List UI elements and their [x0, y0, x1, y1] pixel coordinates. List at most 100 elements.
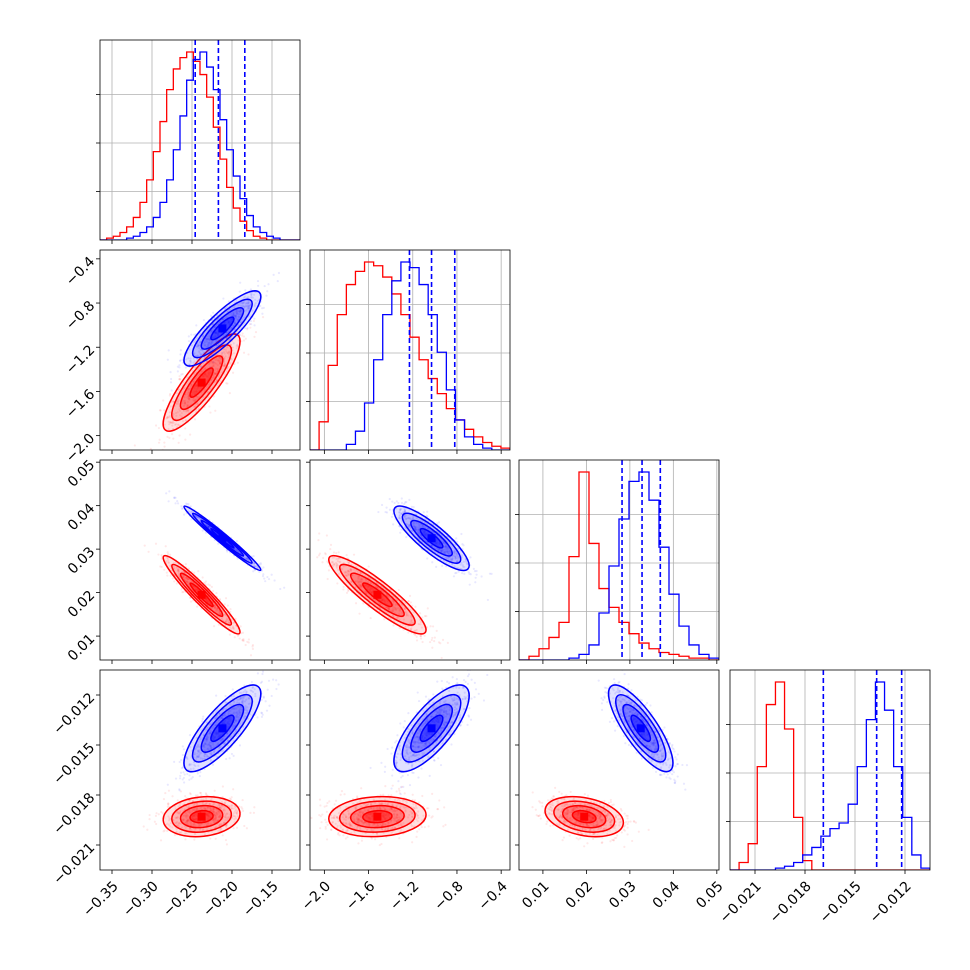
sample-point: [412, 621, 415, 624]
sample-point: [212, 395, 215, 398]
sample-point: [335, 552, 338, 555]
sample-point: [192, 381, 195, 384]
sample-point: [207, 341, 211, 344]
sample-point: [262, 573, 265, 576]
sample-point: [184, 401, 187, 405]
sample-point: [193, 380, 196, 383]
sample-point: [213, 369, 216, 372]
sample-point: [158, 409, 162, 412]
sample-point: [254, 301, 257, 305]
sample-point: [197, 516, 200, 519]
sample-point: [240, 340, 243, 343]
panel-1-1: [96, 39, 301, 244]
sample-point: [199, 365, 203, 369]
sample-point: [441, 638, 445, 641]
sample-point: [162, 797, 166, 801]
sample-point: [218, 357, 221, 360]
sample-point: [252, 319, 255, 323]
sample-point: [178, 364, 181, 367]
sample-point: [414, 629, 417, 633]
sample-point: [183, 401, 187, 404]
sample-point: [186, 403, 189, 406]
sample-point: [186, 388, 190, 391]
sample-point: [241, 798, 244, 802]
sample-point: [454, 572, 457, 575]
sample-point: [164, 545, 167, 548]
sample-point: [168, 436, 171, 439]
sample-point: [220, 613, 223, 616]
sample-point: [247, 306, 250, 309]
sample-point: [222, 334, 225, 337]
sample-point: [171, 400, 174, 403]
sample-point: [431, 636, 434, 640]
sample-point: [232, 311, 235, 314]
sample-point: [183, 399, 187, 403]
sample-point: [183, 401, 187, 405]
sample-point: [242, 301, 246, 304]
sample-point: [205, 599, 208, 602]
sample-point: [214, 604, 217, 607]
sample-point: [210, 330, 213, 333]
sample-point: [194, 588, 197, 591]
sample-point: [185, 576, 188, 579]
histogram-red: [310, 261, 510, 450]
sample-point: [209, 371, 212, 374]
sample-point: [207, 526, 210, 529]
sample-point: [227, 322, 230, 325]
sample-point: [245, 557, 248, 560]
sample-point: [216, 368, 219, 371]
sample-point: [259, 304, 262, 308]
sample-point: [324, 553, 327, 556]
sample-point: [263, 577, 266, 580]
sample-point: [349, 569, 353, 572]
sample-point: [207, 599, 210, 603]
sample-point: [169, 371, 172, 374]
sample-point: [225, 618, 229, 621]
sample-point: [381, 599, 384, 602]
sample-point: [472, 567, 475, 570]
sample-point: [196, 344, 200, 347]
sample-point: [188, 398, 191, 401]
sample-point: [199, 791, 203, 795]
sample-point: [155, 822, 158, 826]
sample-point: [231, 688, 234, 691]
sample-point: [394, 608, 398, 612]
sample-point: [215, 362, 218, 365]
sample-point: [266, 688, 269, 691]
sample-point: [273, 579, 276, 582]
sample-point: [347, 570, 350, 573]
sample-point: [247, 353, 250, 356]
sample-point: [213, 326, 216, 329]
density-peak-red: [197, 812, 206, 821]
sample-point: [195, 384, 198, 387]
sample-point: [213, 361, 217, 365]
sample-point: [253, 303, 256, 306]
sample-point: [218, 598, 222, 601]
sample-point: [179, 777, 182, 780]
sample-point: [195, 384, 198, 387]
sample-point: [441, 564, 444, 567]
sample-point: [190, 384, 193, 387]
sample-point: [367, 580, 370, 584]
sample-point: [256, 566, 259, 569]
sample-point: [221, 318, 224, 321]
sample-point: [238, 290, 241, 293]
sample-point: [207, 363, 211, 366]
sample-point: [228, 323, 231, 326]
sample-point: [175, 392, 179, 395]
sample-point: [225, 757, 228, 761]
sample-point: [247, 304, 250, 307]
sample-point: [193, 385, 196, 388]
panel-frame: [309, 249, 511, 451]
sample-point: [189, 596, 192, 600]
sample-point: [166, 416, 169, 420]
sample-point: [215, 339, 218, 342]
sample-point: [397, 588, 400, 592]
sample-point: [230, 358, 233, 361]
sample-point: [250, 322, 253, 326]
sample-point: [166, 556, 169, 559]
sample-point: [190, 344, 193, 347]
sample-point: [169, 421, 172, 424]
sample-point: [207, 372, 211, 375]
sample-point: [407, 599, 410, 603]
